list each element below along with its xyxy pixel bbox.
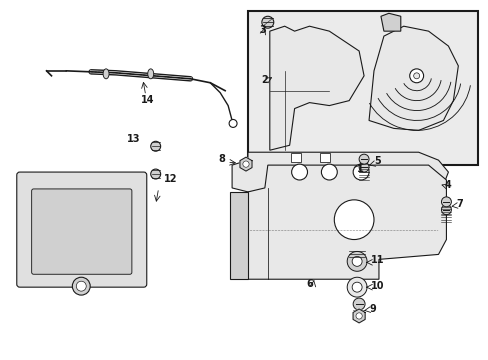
Circle shape (229, 120, 237, 127)
Ellipse shape (103, 69, 109, 79)
Circle shape (358, 154, 368, 164)
Circle shape (150, 169, 161, 179)
Circle shape (346, 251, 366, 271)
Ellipse shape (147, 69, 153, 79)
Bar (247, 11, 477, 165)
Text: 7: 7 (455, 199, 462, 209)
Polygon shape (230, 192, 247, 279)
Circle shape (413, 73, 419, 79)
Text: 5: 5 (373, 156, 380, 166)
Polygon shape (368, 26, 457, 130)
Circle shape (262, 16, 273, 28)
Text: 4: 4 (444, 180, 450, 190)
Circle shape (321, 164, 337, 180)
Bar (290, 153, 300, 162)
Circle shape (441, 205, 450, 215)
Circle shape (72, 277, 90, 295)
Polygon shape (240, 157, 251, 171)
Text: 8: 8 (218, 154, 224, 164)
Circle shape (352, 164, 368, 180)
Circle shape (346, 277, 366, 297)
Circle shape (351, 256, 361, 266)
Polygon shape (352, 309, 365, 323)
Polygon shape (380, 13, 400, 31)
Circle shape (334, 200, 373, 239)
Text: 2: 2 (261, 75, 268, 85)
Text: 14: 14 (141, 95, 154, 105)
Polygon shape (232, 152, 447, 192)
Polygon shape (269, 26, 364, 150)
Circle shape (409, 69, 423, 83)
Text: 9: 9 (368, 304, 375, 314)
Circle shape (150, 141, 161, 151)
Text: 11: 11 (370, 255, 384, 265)
Circle shape (352, 298, 365, 310)
Circle shape (441, 197, 450, 207)
Text: 3: 3 (259, 25, 265, 35)
Circle shape (351, 282, 361, 292)
Circle shape (355, 313, 362, 319)
Text: 1: 1 (356, 164, 363, 174)
Circle shape (76, 281, 86, 291)
Circle shape (243, 161, 248, 167)
Bar (320, 153, 330, 162)
Text: 6: 6 (305, 279, 312, 289)
Text: 10: 10 (370, 281, 384, 291)
Polygon shape (247, 165, 446, 279)
Circle shape (291, 164, 307, 180)
FancyBboxPatch shape (17, 172, 146, 287)
FancyBboxPatch shape (32, 189, 132, 274)
Circle shape (358, 162, 368, 172)
Text: 13: 13 (127, 134, 141, 144)
Text: 12: 12 (163, 174, 177, 184)
